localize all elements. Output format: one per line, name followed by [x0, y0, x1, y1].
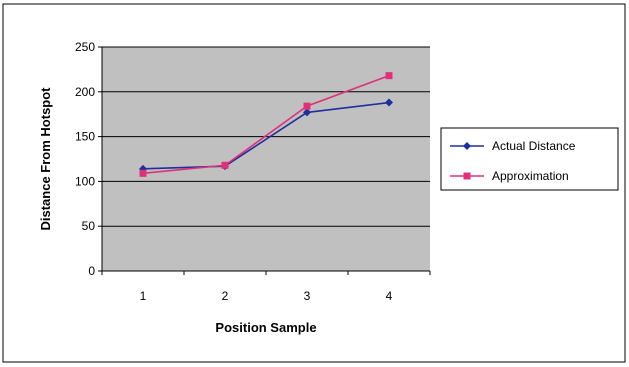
- data-point-approximation-1: [139, 169, 147, 177]
- plot-area: [102, 47, 430, 271]
- legend-item-actual-distance: Actual Distance: [450, 139, 576, 153]
- series-line-approximation: [142, 74, 390, 175]
- data-point-approximation-2: [221, 161, 229, 169]
- legend-item-approximation: Approximation: [450, 169, 569, 183]
- x-tick-label-3: 3: [304, 289, 311, 303]
- legend: Actual Distance Approximation: [440, 127, 619, 191]
- legend-marker-approximation: [463, 172, 471, 180]
- series-approximation: [139, 72, 393, 177]
- x-tick-label-2: 2: [222, 289, 229, 303]
- series-line-actual-distance: [142, 101, 390, 170]
- y-tick-label-150: 150: [75, 130, 95, 144]
- y-axis-title: Distance From Hotspot: [38, 87, 53, 231]
- x-tick-label-1: 1: [140, 289, 147, 303]
- legend-label-approximation: Approximation: [492, 169, 569, 183]
- x-axis-title: Position Sample: [215, 320, 316, 335]
- legend-box: [440, 127, 619, 191]
- x-tick-label-4: 4: [386, 289, 393, 303]
- y-tick-label-250: 250: [75, 40, 95, 54]
- y-axis-ticks: 0 50 100 150 200 250: [75, 40, 102, 278]
- data-point-actual-distance-3: [303, 108, 311, 117]
- legend-label-actual-distance: Actual Distance: [492, 139, 576, 153]
- x-axis-ticks: 1 2 3 4: [101, 271, 431, 303]
- data-point-approximation-3: [303, 102, 311, 110]
- gridlines: [102, 46, 430, 227]
- series-group: [139, 72, 393, 177]
- y-tick-label-0: 0: [88, 264, 95, 278]
- data-point-actual-distance-4: [385, 98, 393, 107]
- data-point-approximation-4: [385, 72, 393, 80]
- y-tick-label-200: 200: [75, 85, 95, 99]
- legend-marker-actual-distance: [463, 142, 471, 150]
- y-tick-label-100: 100: [75, 174, 95, 188]
- y-tick-label-50: 50: [82, 219, 96, 233]
